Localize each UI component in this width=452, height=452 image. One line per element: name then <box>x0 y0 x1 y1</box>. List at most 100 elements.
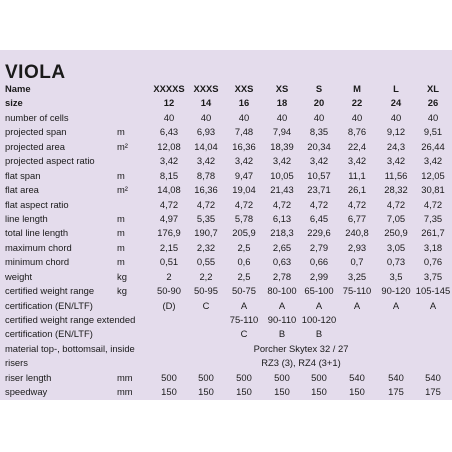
value-cell: 0,73 <box>386 256 406 268</box>
value-cell: 30,81 <box>421 184 445 196</box>
table-row: line length m 4,97 5,35 5,78 6,13 6,45 6,77 7,05… <box>0 212 452 226</box>
value-cell: 40 <box>427 111 439 123</box>
size-name-cell: XXS <box>234 83 254 94</box>
row-label: certified weight range extended <box>5 314 136 325</box>
table-row: number of cells 40 40 40 40 40 40 40 40 <box>0 111 452 125</box>
value-cell: 6,77 <box>347 212 367 224</box>
value-cell: A <box>278 299 286 311</box>
row-label: projected area <box>5 140 65 152</box>
value-cell: 0,55 <box>196 256 216 268</box>
header-row-name: Name XXXXS XXXS XXS XS S M L XL <box>0 82 452 96</box>
value-cell: C <box>240 328 248 340</box>
value-cell: 2,15 <box>159 241 179 253</box>
value-cell: 50-75 <box>232 285 256 297</box>
value-cell: 176,9 <box>157 227 181 239</box>
table-row: projected span m 6,43 6,93 7,48 7,94 8,35 8,76 9… <box>0 125 452 139</box>
value-cell: 3,42 <box>159 155 179 167</box>
table-row: risers RZ3 (3), RZ4 (3+1) <box>0 356 452 370</box>
row-label: flat span <box>5 169 41 181</box>
value-cell: 540 <box>425 371 441 383</box>
table-row: maximum chord m 2,15 2,32 2,5 2,65 2,79 2,93 3,0… <box>0 241 452 255</box>
unit-label: m <box>117 241 125 253</box>
value-cell: 9,12 <box>386 126 406 138</box>
value-cell: 11,56 <box>384 169 408 181</box>
value-cell: 3,42 <box>347 155 367 167</box>
value-cell: 4,97 <box>159 212 179 224</box>
value-cell: 540 <box>388 371 404 383</box>
page-title: VIOLA <box>5 62 66 83</box>
row-label: minimum chord <box>5 256 70 268</box>
value-cell: 40 <box>200 111 212 123</box>
value-cell: 21,43 <box>270 184 294 196</box>
row-label: risers <box>5 357 28 369</box>
value-cell: 8,15 <box>159 169 179 181</box>
row-label: material top-, bottomsail, inside <box>5 342 135 354</box>
value-cell: 4,72 <box>423 198 443 210</box>
value-cell: B <box>278 328 286 340</box>
value-cell: 4,72 <box>234 198 254 210</box>
value-cell: 90-110 <box>267 314 297 325</box>
row-label: projected aspect ratio <box>5 155 95 167</box>
value-cell: A <box>315 299 323 311</box>
value-cell: 500 <box>161 371 177 383</box>
row-label: maximum chord <box>5 241 72 253</box>
value-cell: 150 <box>161 386 177 398</box>
value-cell: 3,05 <box>386 241 406 253</box>
row-label: flat area <box>5 184 39 196</box>
value-cell: 2,79 <box>309 241 329 253</box>
value-cell: 7,05 <box>386 212 406 224</box>
value-cell: 40 <box>238 111 250 123</box>
value-cell: 12,08 <box>157 140 181 152</box>
unit-label: kg <box>117 270 127 282</box>
value-cell: 6,13 <box>272 212 292 224</box>
value-cell: 2,5 <box>237 241 251 253</box>
value-cell: 9,47 <box>234 169 254 181</box>
row-label: size <box>5 97 23 109</box>
size-name-cell: M <box>353 83 361 94</box>
value-cell: 3,25 <box>347 270 367 282</box>
size-number-cell: 16 <box>238 97 250 109</box>
value-cell: 3,42 <box>423 155 443 167</box>
value-cell: 40 <box>313 111 325 123</box>
value-cell: 6,93 <box>196 126 216 138</box>
size-name-cell: S <box>315 83 323 94</box>
size-number-cell: 18 <box>276 97 288 109</box>
value-cell: 229,6 <box>307 227 331 239</box>
value-cell: 0,63 <box>272 256 292 268</box>
value-cell: 150 <box>311 386 327 398</box>
value-cell: 3,42 <box>272 155 292 167</box>
table-row: weight kg 2 2,2 2,5 2,78 2,99 3,25 3,5 3,75 <box>0 270 452 284</box>
unit-label: mm <box>117 371 133 383</box>
unit-label: m <box>117 256 125 268</box>
spec-sheet-background <box>0 50 452 400</box>
value-cell: 2,78 <box>272 270 292 282</box>
value-cell: 105-145 <box>415 285 451 297</box>
value-cell: 75-110 <box>342 285 372 297</box>
value-cell: 16,36 <box>232 140 256 152</box>
value-cell: 0,7 <box>350 256 364 268</box>
table-row: certification (EN/LTF) (D) C A A A A A A <box>0 299 452 313</box>
row-label: certification (EN/LTF) <box>5 328 93 340</box>
size-number-cell: 12 <box>163 97 175 109</box>
size-name-cell: XS <box>275 83 289 94</box>
value-cell: 40 <box>163 111 175 123</box>
value-cell: 2,32 <box>196 241 216 253</box>
table-row: projected aspect ratio 3,42 3,42 3,42 3,42 3,… <box>0 154 452 168</box>
spanning-value: Porcher Skytex 32 / 27 <box>253 342 349 354</box>
value-cell: 2,65 <box>272 241 292 253</box>
value-cell: 11,1 <box>348 169 366 181</box>
row-label: riser length <box>5 371 52 383</box>
value-cell: 80-100 <box>267 285 297 297</box>
value-cell: 50-90 <box>157 285 181 297</box>
value-cell: 4,72 <box>347 198 367 210</box>
table-row: certified weight range kg 50-90 50-95 50-75 8… <box>0 284 452 298</box>
unit-label: m <box>117 169 125 181</box>
value-cell: 8,35 <box>309 126 329 138</box>
value-cell: 28,32 <box>384 184 408 196</box>
value-cell: 261,7 <box>421 227 445 239</box>
value-cell: 8,76 <box>347 126 367 138</box>
value-cell: 75-110 <box>229 314 259 325</box>
value-cell: 7,35 <box>423 212 443 224</box>
value-cell: 40 <box>276 111 288 123</box>
table-row: certified weight range extended 75-110 90-… <box>0 313 452 327</box>
